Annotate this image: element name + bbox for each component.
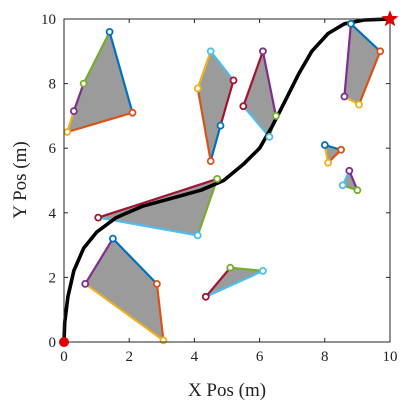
x-tick-label-6: 6 (256, 349, 264, 365)
obstacle-6-vertex-1 (109, 234, 117, 243)
obstacle-7-edge-3 (204, 266, 232, 298)
obstacle-3-vertex-2 (271, 112, 280, 120)
obstacle-1-edge-5 (82, 30, 111, 85)
obstacle-1-vertex-5 (79, 79, 88, 88)
obstacle-1-vertex-4 (69, 107, 78, 115)
start-marker (59, 337, 69, 347)
x-tick-label-10: 10 (383, 349, 398, 365)
planned-path (62, 17, 392, 344)
obstacle-7-edge-1 (229, 266, 264, 272)
obstacle-6-edge-4 (84, 237, 115, 285)
obstacle-3-vertex-4 (239, 102, 248, 111)
plot-frame (63, 18, 391, 343)
obstacle-8-vertex-2 (337, 145, 346, 154)
y-tick-label-8: 8 (49, 77, 57, 93)
ticks-layer: 0 2 4 6 8 10 0 2 4 6 8 10 (41, 12, 398, 365)
obstacle-2-edge-1 (209, 50, 235, 82)
x-tick-label-8: 8 (321, 349, 329, 365)
x-tick-label-4: 4 (191, 349, 199, 365)
obstacle-5-vertex-3 (94, 213, 103, 222)
obstacle-9-vertex-1 (345, 166, 354, 175)
obstacle-4-vertex-4 (340, 92, 349, 101)
goal-marker (381, 10, 399, 27)
obstacle-7-vertex-3 (201, 292, 210, 301)
obstacle-2-vertex-5 (193, 84, 202, 93)
obstacle-2-vertex-2 (229, 76, 238, 85)
y-tick-label-6: 6 (49, 141, 57, 157)
obstacle-4-vertex-3 (355, 100, 363, 109)
obstacle-7-edge-2 (204, 269, 264, 298)
obstacle-2-edge-2 (219, 79, 235, 127)
y-axis-label: Y Pos (m) (10, 141, 31, 218)
obstacle-6-vertex-4 (81, 279, 90, 288)
obstacle-5-edge-3 (97, 177, 219, 219)
obstacle-3-edge-3 (242, 105, 271, 138)
obstacle-2-edge-5 (196, 50, 212, 90)
y-tick-label-4: 4 (49, 206, 57, 222)
y-tick-label-10: 10 (41, 12, 56, 28)
obstacle-1-vertex-3 (63, 128, 72, 136)
obstacle-1-edge-2 (66, 111, 134, 134)
obstacle-6 (85, 238, 164, 341)
markers-layer (59, 10, 399, 347)
obstacle-1-vertex-1 (105, 27, 114, 36)
obstacle-6-edge-3 (84, 282, 165, 342)
obstacle-9-vertex-2 (353, 186, 362, 195)
obstacle-2-vertex-1 (206, 47, 215, 56)
y-tick-label-0: 0 (49, 335, 57, 351)
obstacle-2-edge-3 (209, 124, 222, 163)
obstacle-3-vertex-1 (258, 47, 267, 56)
obstacle-6-edge-1 (111, 237, 158, 285)
obstacle-4-edge-2 (357, 50, 382, 106)
obstacle-2-vertex-3 (216, 121, 225, 130)
obstacle-1-edge-1 (108, 30, 134, 114)
obstacle-8-vertex-3 (324, 158, 333, 167)
obstacle-3-edge-1 (261, 50, 277, 118)
x-axis-label: X Pos (m) (188, 380, 266, 401)
obstacle-9-vertex-3 (338, 181, 347, 190)
y-tick-label-2: 2 (49, 270, 57, 286)
obstacle-4-edge-4 (343, 22, 352, 98)
obstacle-3-vertex-3 (265, 132, 274, 141)
x-tick-label-2: 2 (125, 349, 133, 365)
obstacle-5-edge-1 (196, 177, 219, 237)
obstacle-5-vertex-2 (193, 231, 202, 240)
obstacle-1-edge-4 (72, 82, 85, 113)
obstacle-7-vertex-1 (226, 263, 235, 272)
obstacle-2-edge-4 (196, 87, 212, 163)
obstacle-4-edge-1 (349, 22, 382, 53)
obstacle-3-edge-4 (242, 50, 264, 108)
obstacle-1-vertex-2 (128, 108, 137, 117)
obstacle-6-vertex-2 (152, 279, 161, 288)
obstacle-6-edge-2 (155, 282, 165, 342)
x-tick-label-0: 0 (60, 349, 68, 365)
obstacle-2-vertex-4 (206, 157, 215, 166)
path-layer (62, 17, 392, 344)
obstacle-7-vertex-2 (258, 266, 267, 275)
obstacle-5-vertex-1 (213, 174, 222, 183)
obstacle-4-vertex-1 (346, 19, 355, 28)
obstacle-8-vertex-1 (320, 141, 329, 149)
obstacle-4-vertex-2 (376, 47, 385, 56)
